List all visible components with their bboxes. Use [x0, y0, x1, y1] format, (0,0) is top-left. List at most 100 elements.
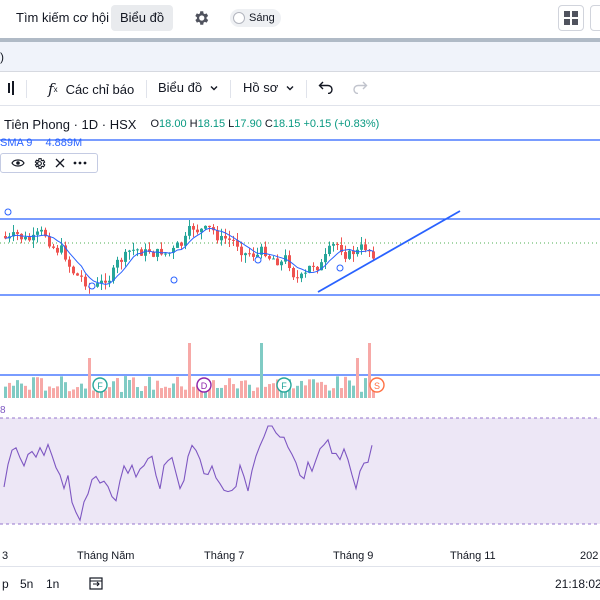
- moving-average-line: [5, 227, 374, 285]
- candle: [316, 266, 319, 271]
- redo-button[interactable]: [352, 80, 368, 94]
- event-marker-label: S: [374, 381, 380, 391]
- close-icon[interactable]: [55, 158, 65, 168]
- time-axis[interactable]: 3 Tháng Năm Tháng 7 Tháng 9 Tháng 11 202: [0, 540, 600, 566]
- eye-icon[interactable]: [11, 158, 25, 168]
- more-layout-button[interactable]: [590, 5, 600, 31]
- candle: [188, 225, 191, 236]
- candle: [104, 280, 107, 283]
- volume-bar: [72, 389, 75, 398]
- volume-bar: [52, 388, 55, 398]
- change-value: +0.15 (+0.83%): [303, 118, 380, 130]
- volume-bar: [24, 385, 27, 398]
- profile-button[interactable]: Hồ sơ: [243, 80, 295, 95]
- volume-bar: [148, 376, 151, 398]
- candle: [232, 239, 235, 241]
- clock: 21:18:02: [555, 577, 600, 591]
- volume-bar: [272, 383, 275, 398]
- candle: [4, 236, 7, 239]
- volume-bar: [192, 386, 195, 398]
- candle: [260, 246, 263, 255]
- volume-bar: [368, 343, 371, 398]
- candle: [280, 261, 283, 266]
- x-tick: Tháng 11: [450, 550, 496, 562]
- volume-bar: [16, 380, 19, 398]
- candle: [108, 280, 111, 283]
- candle: [172, 247, 175, 253]
- top-bar: Tìm kiếm cơ hội Biểu đồ Sáng: [0, 0, 600, 38]
- candle: [332, 244, 335, 246]
- bar-chart-icon[interactable]: [6, 80, 16, 96]
- candle: [72, 266, 75, 274]
- candle: [204, 225, 207, 229]
- sma-legend: SMA 9 4.889M: [0, 137, 82, 149]
- theme-toggle[interactable]: Sáng: [230, 9, 281, 27]
- settings-icon[interactable]: [33, 157, 46, 170]
- volume-bar: [348, 380, 351, 398]
- layout-grid-button[interactable]: [558, 5, 584, 31]
- volume-bar: [160, 388, 163, 398]
- volume-bar: [228, 378, 231, 398]
- ma-marker: [170, 276, 178, 284]
- date-range-icon[interactable]: [89, 576, 103, 590]
- candle: [44, 229, 47, 237]
- gear-icon[interactable]: [192, 9, 210, 27]
- sma-label: SMA 9: [0, 137, 33, 149]
- volume-bar: [112, 381, 115, 398]
- candle: [284, 255, 287, 262]
- event-marker: [369, 377, 385, 393]
- volume-bar: [40, 378, 43, 398]
- more-icon[interactable]: [73, 161, 87, 165]
- candle: [268, 256, 271, 259]
- candle: [336, 244, 339, 246]
- candle: [152, 251, 155, 257]
- volume-bar: [248, 384, 251, 398]
- chart-type-button[interactable]: Biểu đồ: [158, 80, 219, 95]
- candle: [244, 253, 247, 256]
- candle: [200, 228, 203, 233]
- volume-bar: [264, 386, 267, 398]
- candle: [36, 231, 39, 235]
- candle: [56, 247, 59, 253]
- high-value: 18.15: [197, 118, 226, 130]
- low-value: 17.90: [234, 118, 262, 130]
- candle: [84, 276, 87, 287]
- fx-icon: f: [48, 80, 54, 98]
- rsi-line: [3, 425, 373, 522]
- symbol-title[interactable]: Tiên Phong · 1D · HSX: [4, 116, 137, 132]
- volume-bar: [252, 390, 255, 398]
- range-button[interactable]: p: [2, 577, 9, 591]
- undo-button[interactable]: [318, 80, 334, 94]
- candle: [348, 250, 351, 259]
- candle: [136, 249, 139, 251]
- x-tick: Tháng Năm: [77, 550, 135, 562]
- volume-bar: [4, 386, 7, 398]
- chevron-down-icon: [210, 85, 218, 90]
- range-button[interactable]: 5n: [20, 577, 34, 591]
- candle: [48, 236, 51, 247]
- trend-line: [317, 210, 461, 293]
- volume-bar: [76, 387, 79, 398]
- range-button[interactable]: 1n: [46, 577, 60, 591]
- candle: [372, 251, 375, 259]
- candle: [156, 248, 159, 257]
- volume-bar: [152, 389, 155, 398]
- candle: [208, 225, 211, 228]
- candle: [12, 232, 15, 237]
- candle: [176, 242, 179, 248]
- volume-bar: [80, 383, 83, 398]
- nav-screener[interactable]: Tìm kiếm cơ hội: [16, 10, 110, 25]
- nav-chart-tab[interactable]: Biểu đồ: [111, 5, 174, 31]
- volume-bar: [304, 385, 307, 398]
- indicators-label: Các chỉ báo: [65, 81, 135, 97]
- candle: [120, 259, 123, 262]
- volume-bar: [20, 383, 23, 398]
- candle: [140, 249, 143, 256]
- candle: [228, 238, 231, 240]
- volume-bar: [188, 343, 191, 398]
- candle: [216, 230, 219, 241]
- candle: [352, 250, 355, 255]
- volume-bar: [140, 390, 143, 398]
